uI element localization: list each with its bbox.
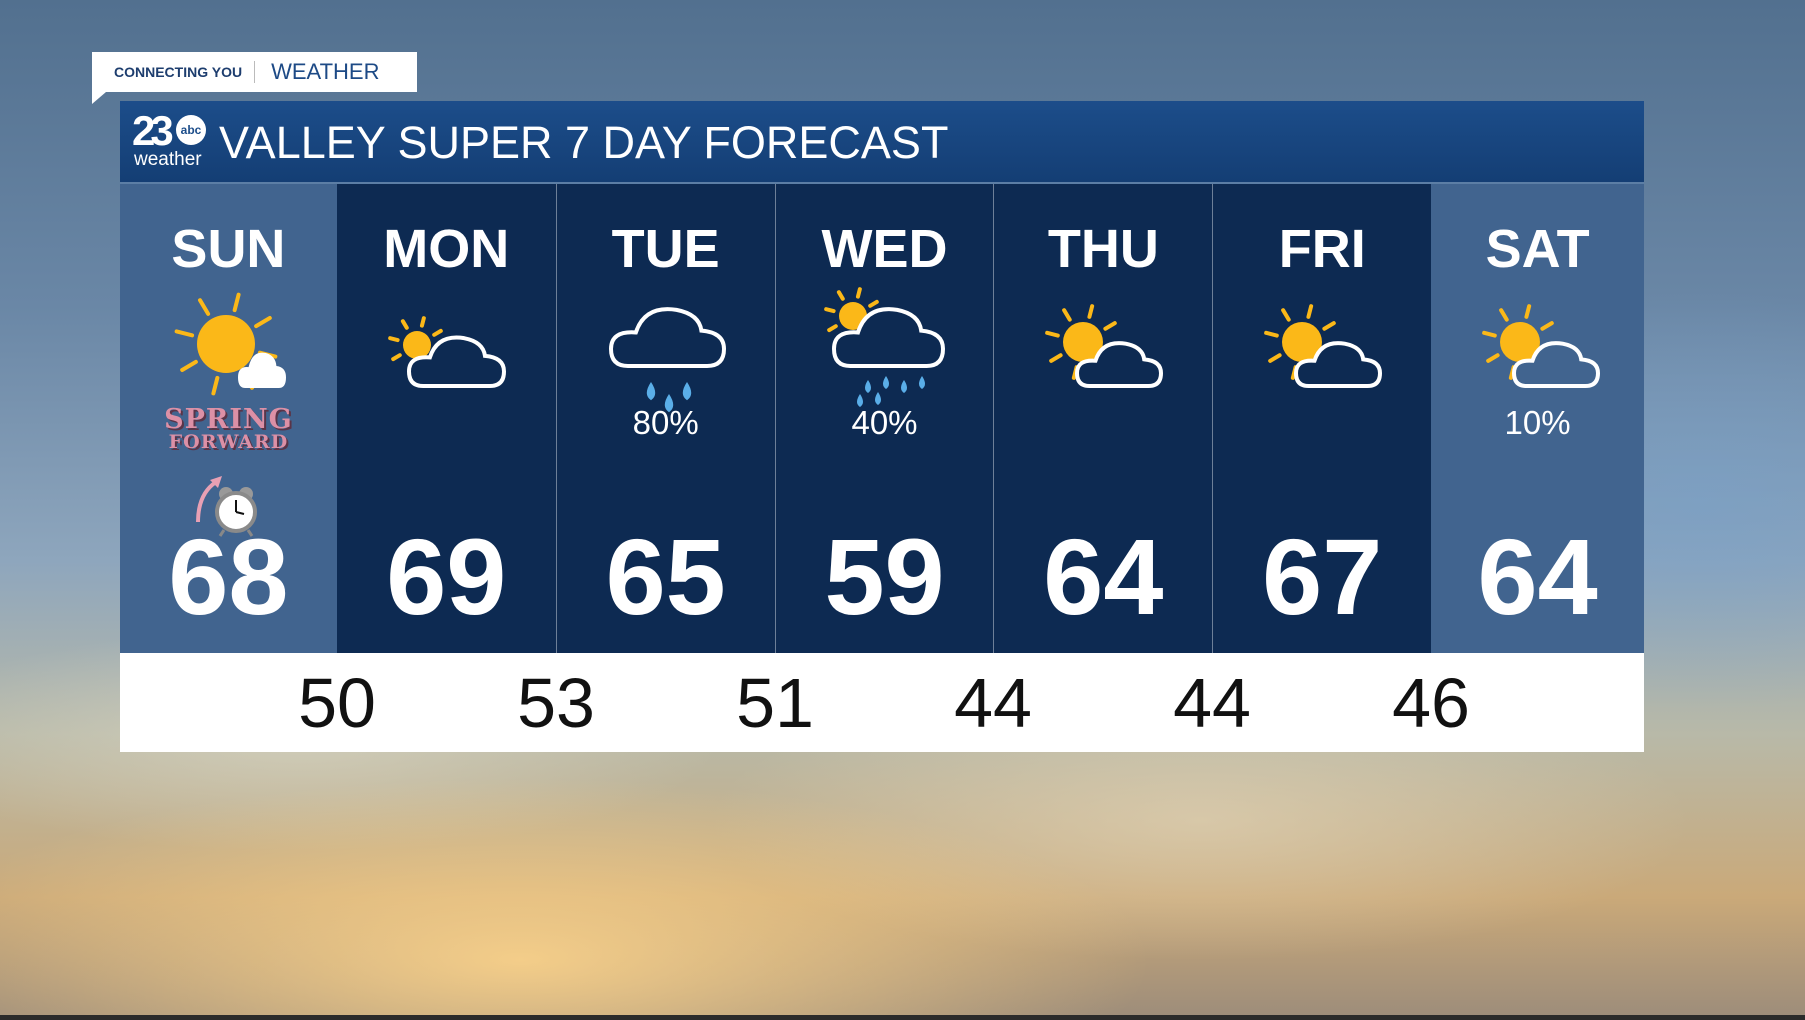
- high-temp: 59: [824, 516, 945, 637]
- high-temp: 64: [1477, 516, 1598, 637]
- low-temp: 53: [517, 664, 595, 742]
- day-label: FRI: [1278, 219, 1366, 279]
- low-temp: 50: [298, 664, 376, 742]
- day-label: SAT: [1485, 219, 1590, 279]
- spring-forward-note: SPRING FORWARD: [120, 404, 337, 453]
- day-column-mon: MON 69: [336, 184, 556, 653]
- day-columns: SUN SPRING FORWARD 68 MON 69 TUE 80% 65 WED 40% 59 T…: [120, 184, 1645, 653]
- precip-chance: 80%: [632, 404, 699, 441]
- low-temp: 44: [1173, 664, 1251, 742]
- day-column-tue: TUE 80% 65: [555, 184, 775, 653]
- bottom-bar: [0, 1015, 1805, 1020]
- high-temp: 69: [386, 516, 507, 637]
- low-temps-band: 50 53 51 44 44 46: [120, 653, 1644, 752]
- alarm-clock-icon: [196, 476, 257, 537]
- day-column-sat: SAT 10% 64: [1431, 184, 1645, 653]
- connecting-you-weather-tag: CONNECTING YOU WEATHER: [92, 52, 417, 104]
- day-column-wed: WED 40% 59: [774, 184, 994, 653]
- logo-word: weather: [134, 149, 202, 170]
- low-temp: 46: [1392, 664, 1470, 742]
- partly-cloudy-icon: [388, 316, 506, 388]
- high-temp: 65: [605, 516, 726, 637]
- high-temp: 67: [1262, 516, 1383, 637]
- forecast-panel: 23 abc weather VALLEY SUPER 7 DAY FORECA…: [120, 101, 1645, 752]
- high-temp: 68: [168, 516, 289, 637]
- sun-cloud-showers-icon: [823, 287, 945, 407]
- abc-logo: abc: [176, 115, 206, 145]
- forecast-header: 23 abc weather VALLEY SUPER 7 DAY FORECA…: [120, 101, 1644, 184]
- sun-behind-small-cloud-icon: [174, 292, 286, 396]
- note-line-2: FORWARD: [168, 431, 289, 453]
- logo-number: 23: [132, 107, 174, 154]
- day-label: MON: [383, 219, 510, 279]
- tag-right: WEATHER: [271, 59, 380, 84]
- rain-cloud-icon: [608, 307, 726, 413]
- mostly-sunny-icon: [1264, 304, 1383, 388]
- day-label: THU: [1047, 219, 1159, 279]
- note-line-1: SPRING: [164, 404, 293, 435]
- low-temp: 51: [736, 664, 814, 742]
- mostly-sunny-icon: [1482, 304, 1601, 388]
- day-label: TUE: [611, 219, 720, 279]
- tag-left: CONNECTING YOU: [114, 64, 243, 80]
- precip-chance: 10%: [1504, 404, 1571, 441]
- precip-chance: 40%: [851, 404, 918, 441]
- page-title: VALLEY SUPER 7 DAY FORECAST: [219, 117, 949, 168]
- low-temp: 44: [954, 664, 1032, 742]
- station-logo: 23 abc weather: [132, 107, 216, 173]
- day-column-fri: FRI 67: [1212, 184, 1432, 653]
- high-temp: 64: [1043, 516, 1164, 637]
- day-label: WED: [821, 219, 948, 279]
- tag-divider: [254, 61, 256, 83]
- day-column-thu: THU 64: [993, 184, 1213, 653]
- day-column-sun: SUN SPRING FORWARD 68: [120, 184, 337, 653]
- day-label: SUN: [171, 219, 286, 279]
- mostly-sunny-icon: [1045, 304, 1164, 388]
